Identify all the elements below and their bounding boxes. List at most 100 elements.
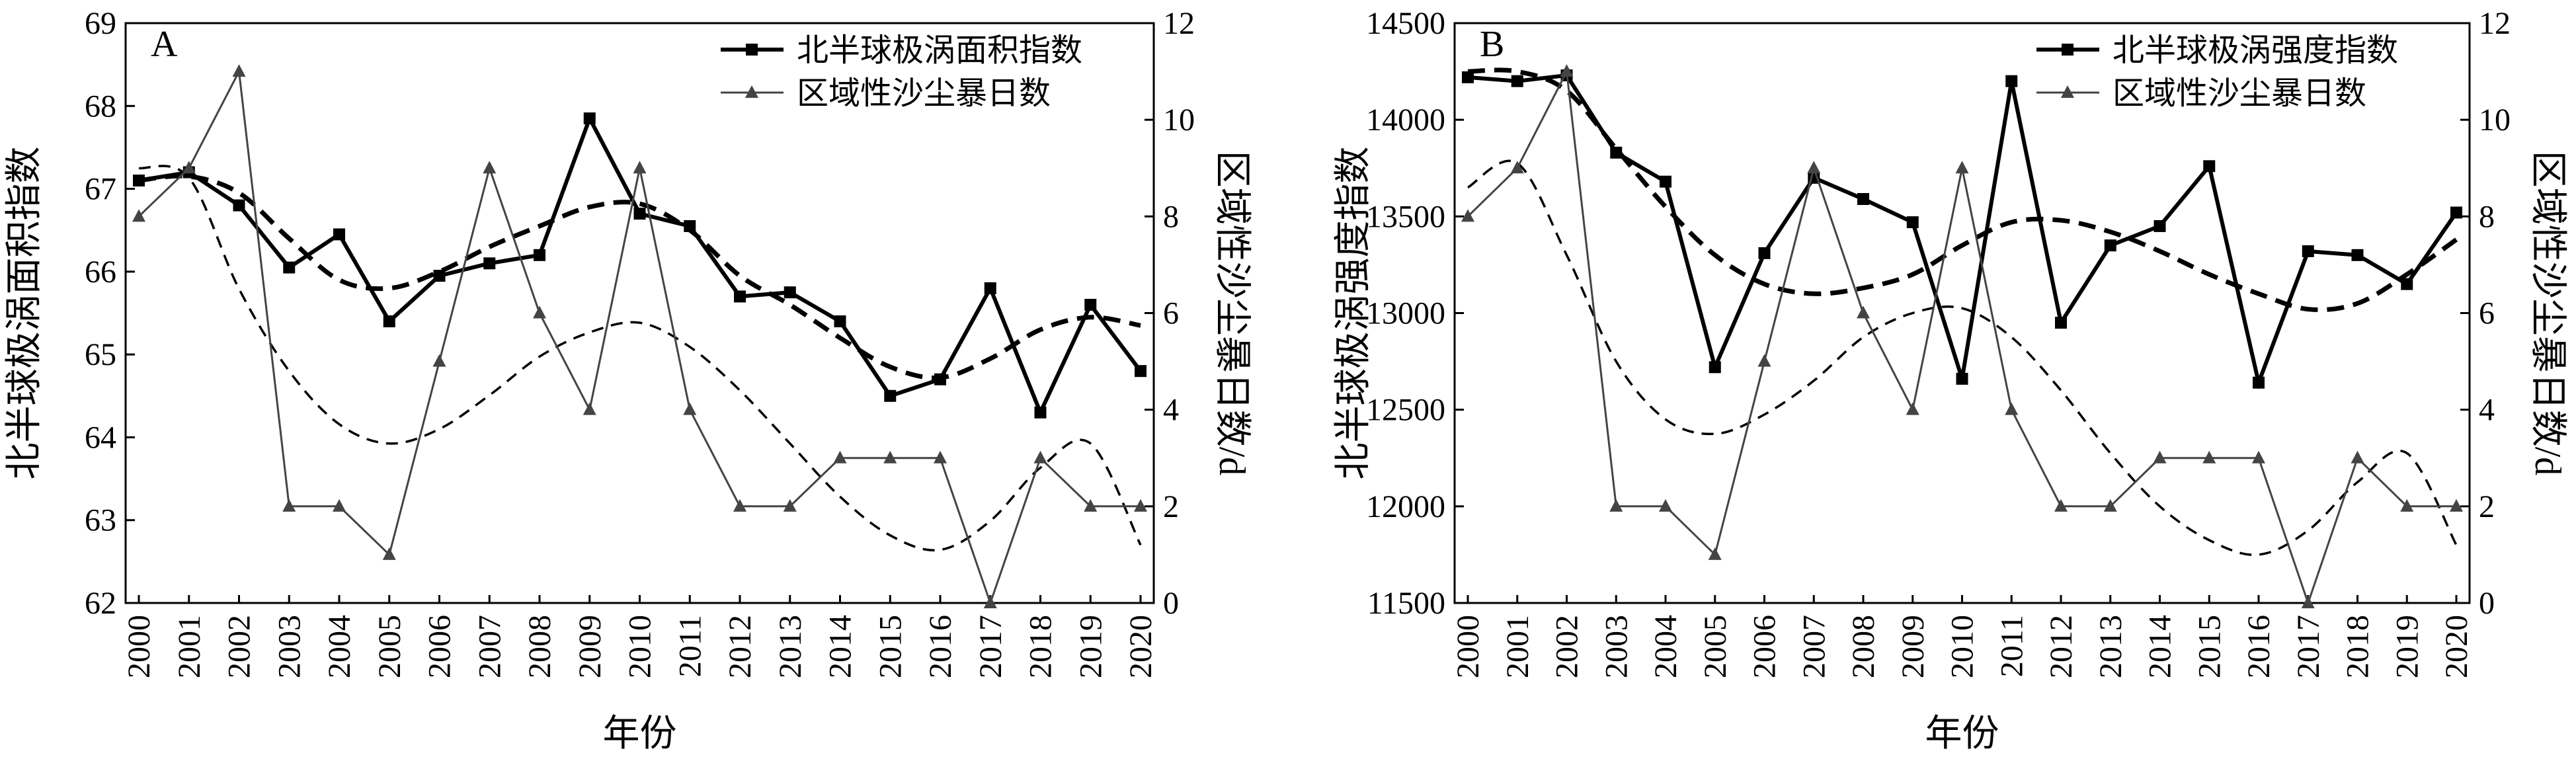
- x-tick-label: 2016: [923, 615, 958, 678]
- index-point: [333, 228, 345, 241]
- right-y-tick-label: 8: [2479, 199, 2495, 234]
- dust-storm-point: [1134, 499, 1147, 512]
- index-point: [1462, 71, 1474, 83]
- left-y-tick-label: 69: [85, 6, 116, 41]
- index-point: [133, 175, 145, 187]
- x-tick-label: 2003: [272, 615, 307, 678]
- index-point: [583, 112, 596, 125]
- dust-storm-point: [1560, 64, 1574, 77]
- index-point: [884, 389, 897, 402]
- x-tick-label: 2010: [623, 615, 658, 678]
- dust-storm-point: [1955, 161, 1969, 174]
- dust-storm-point: [282, 499, 296, 512]
- index-trend-line: [138, 173, 1141, 381]
- index-point: [383, 315, 395, 328]
- dust-storm-trend-line: [138, 165, 1142, 551]
- dust-storm-point: [333, 499, 346, 512]
- index-point: [2401, 278, 2413, 290]
- x-tick-label: 2007: [1796, 615, 1831, 678]
- legend-swatch-marker: [745, 85, 758, 98]
- dust-storm-point: [983, 596, 997, 608]
- x-tick-label: 2011: [1994, 615, 2029, 677]
- x-tick-label: 2012: [2044, 615, 2079, 678]
- index-point: [2253, 376, 2265, 389]
- legend-label: 北半球极涡强度指数: [2113, 33, 2398, 68]
- dust-storm-point: [1510, 161, 1524, 174]
- dust-storm-point: [1659, 499, 1672, 512]
- left-y-tick-label: 13000: [1366, 296, 1445, 331]
- dust-storm-point: [382, 547, 396, 560]
- index-point: [1906, 216, 1919, 229]
- dust-storm-point: [2450, 499, 2463, 512]
- dust-storm-point: [934, 450, 947, 463]
- right-y-tick-label: 6: [1163, 296, 1179, 331]
- dust-storm-point: [683, 402, 697, 415]
- index-point: [2351, 249, 2364, 261]
- x-tick-label: 2012: [723, 615, 758, 678]
- dust-storm-point: [1906, 402, 1919, 415]
- dust-storm-point: [2252, 450, 2265, 463]
- index-point: [633, 208, 646, 220]
- x-tick-label: 2020: [1123, 615, 1158, 678]
- index-point: [1135, 365, 1147, 378]
- index-point: [1610, 146, 1623, 159]
- right-y-tick-label: 2: [1163, 489, 1179, 524]
- dust-storm-point: [2054, 499, 2068, 512]
- dust-storm-point: [2103, 499, 2117, 512]
- panel-label: B: [1480, 24, 1504, 65]
- dust-storm-trend-line: [1467, 159, 2458, 556]
- x-tick-label: 2005: [1698, 615, 1733, 678]
- x-tick-label: 2011: [672, 615, 707, 677]
- x-tick-label: 2009: [573, 615, 608, 678]
- x-tick-label: 2016: [2241, 615, 2276, 678]
- left-y-tick-label: 13500: [1366, 199, 1445, 234]
- x-tick-label: 2017: [973, 615, 1008, 678]
- legend-label: 区域性沙尘暴日数: [2113, 76, 2366, 111]
- dust-storm-point: [1757, 354, 1771, 367]
- x-tick-label: 2001: [172, 615, 207, 678]
- dust-storm-point: [583, 402, 596, 415]
- index-series-line: [1467, 73, 2458, 390]
- index-point: [1660, 175, 1671, 188]
- index-point: [2302, 245, 2314, 257]
- x-tick-label: 2018: [2341, 615, 2376, 678]
- x-tick-label: 2020: [2439, 615, 2474, 678]
- dust-storm-point: [2153, 450, 2167, 463]
- index-point: [2450, 206, 2462, 219]
- dust-storm-point: [483, 161, 497, 174]
- left-y-tick-label: 64: [85, 420, 116, 455]
- index-point: [2005, 75, 2018, 87]
- x-tick-label: 2006: [1748, 615, 1783, 678]
- dust-storm-point: [1807, 161, 1821, 174]
- legend-swatch-marker: [746, 44, 758, 56]
- index-point: [2153, 220, 2166, 232]
- dust-storm-point: [2005, 402, 2019, 415]
- dust-storm-point: [132, 209, 145, 222]
- right-y-tick-label: 10: [1163, 102, 1195, 138]
- index-point: [1758, 247, 1771, 259]
- x-tick-label: 2018: [1024, 615, 1059, 678]
- x-tick-label: 2002: [1550, 615, 1585, 678]
- dust-storm-point: [733, 499, 746, 512]
- dust-storm-point: [432, 354, 446, 367]
- x-tick-label: 2015: [873, 615, 908, 678]
- dust-storm-point: [1084, 499, 1098, 512]
- x-tick-label: 2008: [1846, 615, 1881, 678]
- index-point: [684, 220, 696, 232]
- right-y-tick-label: 10: [2479, 102, 2511, 138]
- dust-storm-point: [2351, 450, 2364, 463]
- right-y-axis-title: 区域性沙尘暴日数/d: [2527, 151, 2568, 476]
- left-y-axis-title: 北半球极涡面积指数: [4, 147, 45, 480]
- index-point: [483, 257, 496, 270]
- right-y-tick-label: 4: [1163, 393, 1179, 428]
- index-point: [1956, 372, 1968, 385]
- legend-label: 北半球极涡面积指数: [797, 33, 1082, 68]
- index-point: [1709, 361, 1721, 374]
- x-tick-label: 2001: [1500, 615, 1535, 678]
- x-tick-label: 2013: [773, 615, 808, 678]
- index-point: [534, 249, 545, 261]
- dust-storm-point: [1857, 305, 1870, 319]
- legend-swatch-marker: [2061, 85, 2074, 98]
- index-point: [2104, 239, 2116, 252]
